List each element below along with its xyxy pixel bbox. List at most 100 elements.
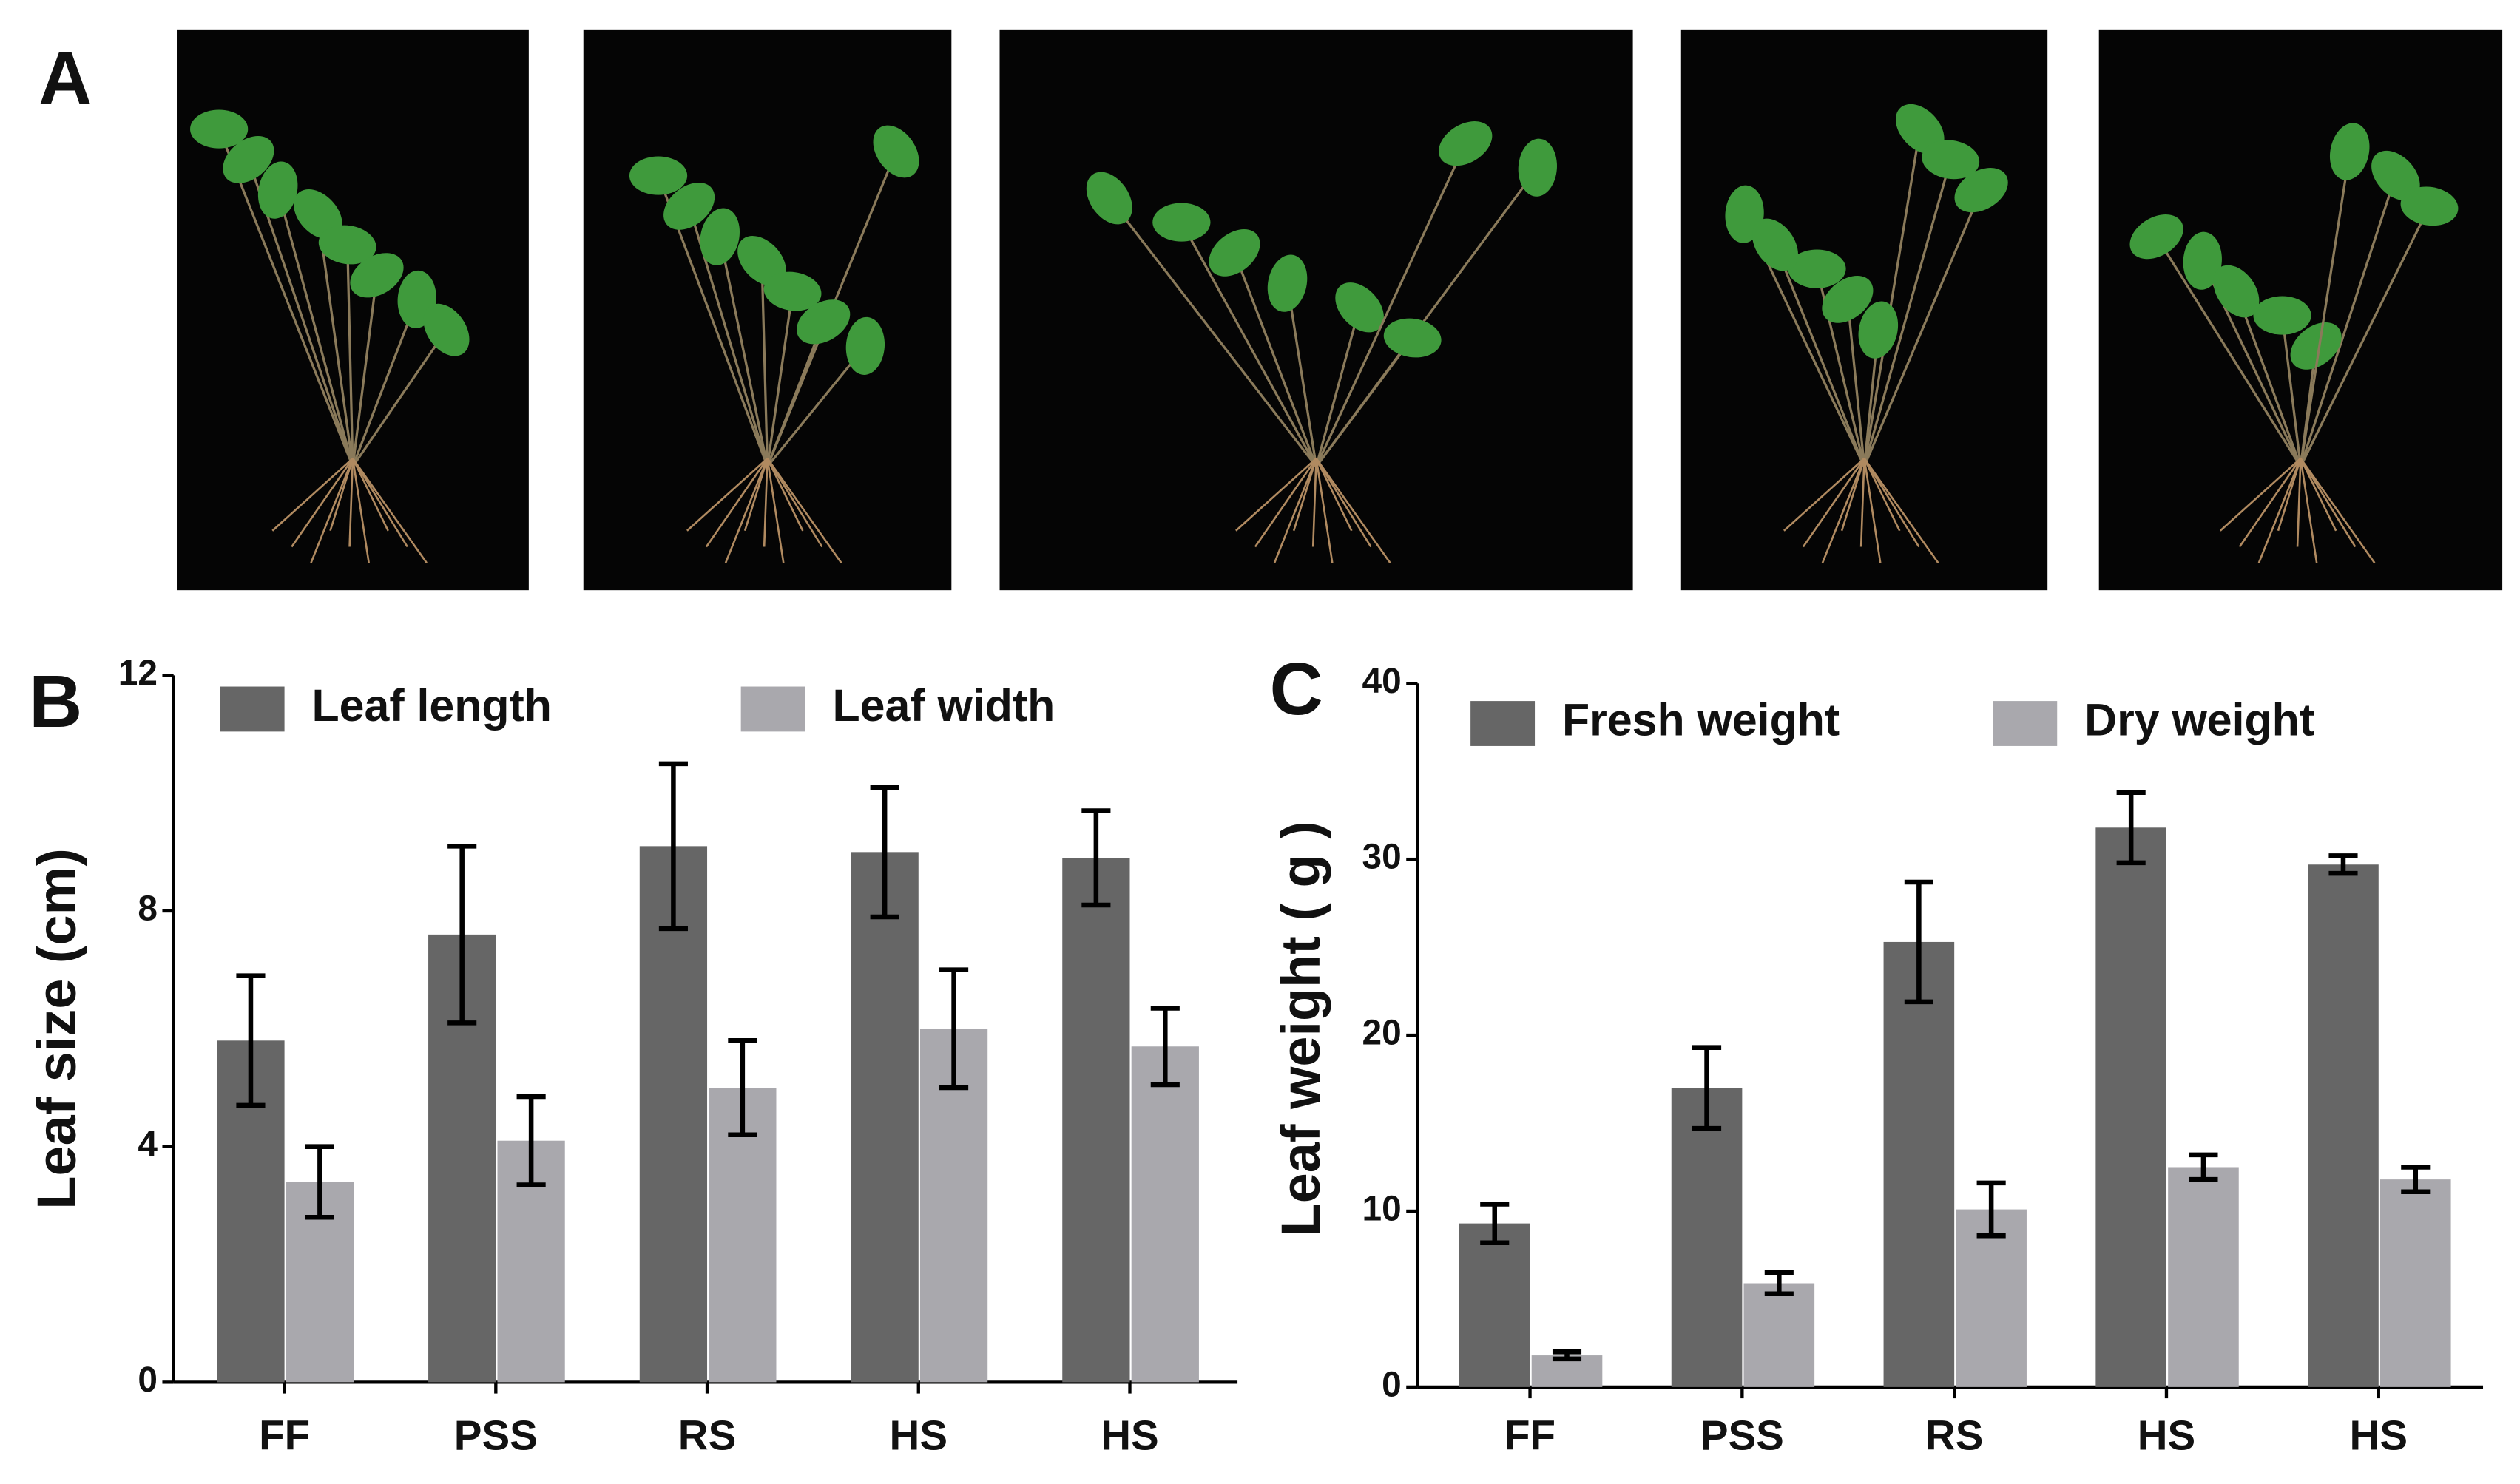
stem xyxy=(760,260,769,467)
stem xyxy=(766,291,794,467)
error-bar xyxy=(2328,853,2358,876)
stem xyxy=(217,128,354,467)
leaf xyxy=(1152,203,1211,242)
leaf xyxy=(873,125,919,178)
root xyxy=(310,458,354,563)
legend-label: Leaf length xyxy=(312,680,552,731)
error-bar xyxy=(1904,879,1933,1005)
stem xyxy=(2299,206,2431,467)
leaf xyxy=(737,236,786,286)
stem xyxy=(1774,244,1865,467)
root xyxy=(2238,458,2302,548)
x-tick-label: HS xyxy=(2350,1412,2408,1458)
root xyxy=(351,458,389,532)
stem xyxy=(1862,159,1952,467)
bar xyxy=(2168,1167,2239,1387)
leaf xyxy=(1086,172,1132,225)
root xyxy=(1315,458,1372,548)
leaf xyxy=(2329,123,2370,180)
photo xyxy=(999,29,1633,591)
y-tick-label: 8 xyxy=(138,890,158,929)
x-tick-label: PSS xyxy=(454,1412,538,1458)
leaf xyxy=(190,109,249,149)
leaf xyxy=(2183,231,2222,290)
error-bar xyxy=(1081,808,1111,908)
stem xyxy=(1108,197,1317,467)
leaf xyxy=(1209,228,1260,277)
bar xyxy=(1062,858,1130,1383)
leaf xyxy=(1383,318,1442,358)
x-tick-label: FF xyxy=(259,1412,310,1458)
root xyxy=(351,458,408,548)
root xyxy=(1783,458,1865,532)
root xyxy=(2300,458,2318,563)
x-tick-label: PSS xyxy=(1700,1412,1784,1458)
bar xyxy=(1131,1046,1199,1383)
leaf xyxy=(2400,186,2459,226)
y-tick-label: 10 xyxy=(1362,1190,1402,1229)
x-tick-label: FF xyxy=(1504,1412,1555,1458)
bar xyxy=(2379,1179,2451,1387)
leaf xyxy=(663,182,715,230)
x-tick-label: HS xyxy=(2138,1412,2195,1458)
root xyxy=(766,458,785,563)
root xyxy=(271,458,354,532)
y-tick-label: 0 xyxy=(138,1361,158,1400)
root xyxy=(1311,458,1317,547)
error-bar xyxy=(1150,1006,1180,1088)
root xyxy=(351,458,370,563)
stem xyxy=(2234,291,2302,467)
panel-label: A xyxy=(38,38,92,120)
root xyxy=(686,458,769,532)
root xyxy=(724,458,769,563)
leaf xyxy=(1895,104,1945,155)
root xyxy=(1273,458,1317,563)
leaf xyxy=(2290,322,2342,370)
error-bar xyxy=(939,967,969,1091)
y-tick-label: 4 xyxy=(138,1125,158,1164)
y-tick-label: 0 xyxy=(1382,1366,1402,1405)
bar xyxy=(2095,827,2166,1387)
y-axis-label: Leaf size (cm) xyxy=(26,848,87,1209)
bar xyxy=(1459,1223,1530,1387)
root xyxy=(1840,458,1865,532)
stem xyxy=(1314,307,1361,467)
stem xyxy=(2155,236,2302,467)
leaf xyxy=(700,208,740,265)
error-bar xyxy=(2401,1165,2431,1195)
stem xyxy=(1846,299,1866,467)
root xyxy=(2257,458,2302,563)
root xyxy=(1863,458,1939,563)
root xyxy=(2296,458,2302,547)
root xyxy=(766,458,804,532)
leaf xyxy=(1954,168,2008,213)
stem xyxy=(2280,315,2303,467)
leaf xyxy=(2213,265,2260,318)
stem xyxy=(1315,143,1467,467)
stem xyxy=(1862,129,1922,467)
stem xyxy=(2299,151,2351,467)
root xyxy=(1821,458,1865,563)
stem xyxy=(346,244,354,467)
error-bar xyxy=(1764,1270,1794,1297)
x-tick-label: HS xyxy=(890,1412,947,1458)
root xyxy=(2219,458,2302,532)
y-tick-label: 40 xyxy=(1362,662,1402,701)
leaf xyxy=(1822,276,1874,323)
photo-panel xyxy=(177,29,2503,591)
leaf xyxy=(1518,138,1557,197)
bar xyxy=(851,852,919,1383)
stem xyxy=(351,329,447,467)
error-bar xyxy=(516,1094,546,1187)
photo xyxy=(583,29,952,591)
root xyxy=(2300,458,2376,563)
stem xyxy=(766,345,867,467)
y-tick-label: 12 xyxy=(118,654,158,693)
leaf xyxy=(845,316,885,375)
root xyxy=(1315,458,1334,563)
leaf xyxy=(1335,282,1384,333)
legend-swatch xyxy=(740,686,805,732)
leaf xyxy=(294,189,342,240)
leaf xyxy=(763,271,822,311)
root xyxy=(2277,458,2302,532)
